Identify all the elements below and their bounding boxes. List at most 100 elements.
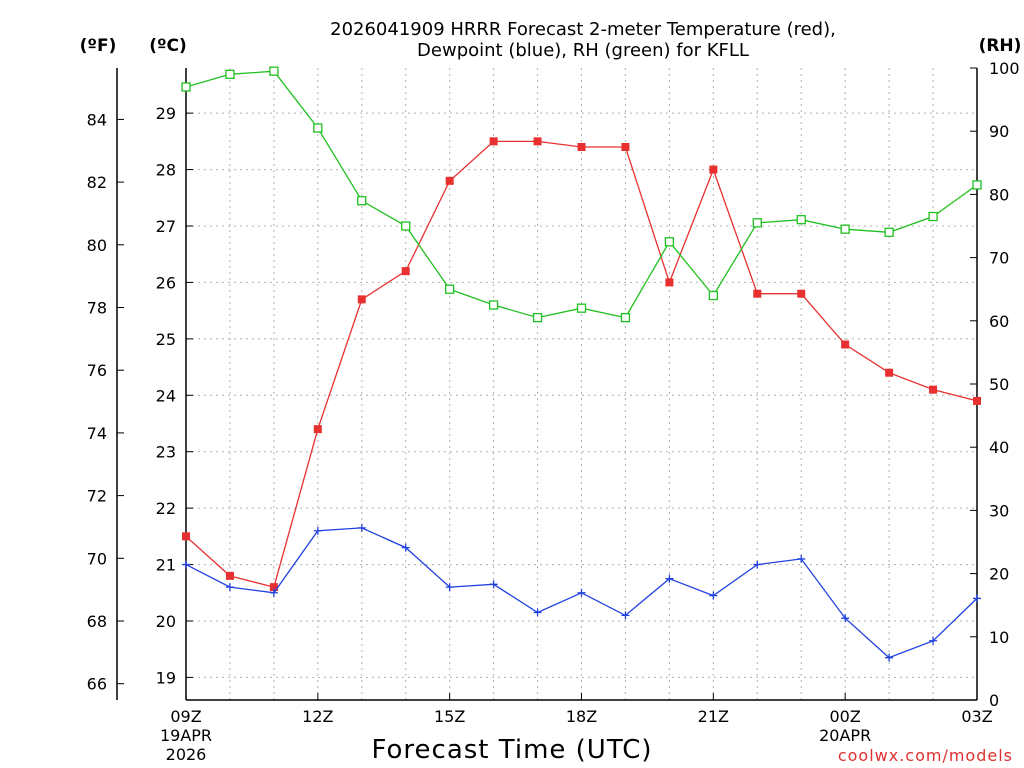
dewpoint-point [709, 591, 718, 600]
celsius-tick-label: 22 [156, 499, 176, 518]
fahrenheit-unit-label: (ºF) [80, 36, 117, 56]
temperature-point [269, 583, 278, 592]
dewpoint-point [225, 583, 234, 592]
fahrenheit-tick-label: 72 [87, 487, 107, 506]
rh-point [401, 221, 411, 231]
celsius-tick-label: 20 [156, 612, 176, 631]
x-tick-year-label: 2026 [166, 745, 207, 764]
dewpoint-point [973, 594, 981, 603]
temperature-point [753, 289, 762, 298]
rh-point [928, 211, 938, 222]
rh-tick-label: 100 [989, 59, 1020, 78]
rh-tick-label: 90 [989, 122, 1009, 141]
fahrenheit-tick-label: 68 [87, 612, 107, 631]
rh-point [796, 215, 806, 225]
temperature-point [489, 137, 498, 146]
rh-point [225, 69, 235, 79]
rh-unit-label: (RH) [979, 36, 1022, 56]
x-tick-label: 09Z [170, 707, 201, 726]
celsius-tick-label: 21 [156, 556, 176, 575]
tick-labels: 19 20 21 22 23 24 25 26 27 28 29 66 68 70 72 74 76 78 80 82… [87, 59, 1020, 764]
x-tick-date-label: 20APR [819, 726, 871, 745]
rh-point [445, 284, 455, 294]
temperature-point [401, 267, 410, 276]
temperature-point [533, 137, 542, 146]
dewpoint-point [841, 614, 850, 623]
fahrenheit-tick-label: 80 [87, 236, 107, 255]
rh-point [972, 180, 982, 190]
rh-point [708, 290, 718, 301]
rh-point [840, 224, 850, 234]
fahrenheit-tick-label: 74 [87, 424, 107, 443]
rh-tick-label: 80 [989, 185, 1009, 204]
dewpoint-point [885, 653, 894, 662]
dewpoint-point [753, 560, 762, 569]
rh-point [269, 66, 279, 76]
dewpoint-point [401, 543, 410, 552]
fahrenheit-tick-label: 70 [87, 549, 107, 568]
dewpoint-point [621, 611, 630, 620]
temperature-point [841, 340, 850, 349]
chart-title-line1: 2026041909 HRRR Forecast 2-meter Tempera… [330, 19, 836, 40]
rh-tick-label: 70 [989, 249, 1009, 268]
x-tick-date-label: 19APR [160, 726, 212, 745]
rh-point [313, 123, 323, 133]
rh-tick-label: 60 [989, 312, 1009, 331]
axes [116, 67, 978, 701]
x-tick-label: 12Z [302, 707, 333, 726]
rh-tick-label: 0 [989, 691, 999, 710]
rh-point [576, 303, 587, 313]
temperature-point [225, 571, 234, 580]
temperature-point [577, 143, 586, 151]
chart-title-line2: Dewpoint (blue), RH (green) for KFLL [417, 40, 749, 61]
temperature-point [357, 295, 366, 304]
temperature-line [185, 140, 978, 588]
temperature-point [621, 143, 630, 151]
rh-point [664, 237, 675, 247]
rh-point [532, 312, 543, 323]
fahrenheit-tick-label: 82 [87, 173, 107, 192]
fahrenheit-tick-label: 76 [87, 361, 107, 380]
rh-tick-label: 40 [989, 438, 1009, 457]
rh-point [181, 82, 191, 92]
temperature-point [797, 289, 806, 298]
temperature-point [313, 425, 322, 434]
temperature-point [885, 368, 894, 377]
dewpoint-point [577, 588, 586, 597]
grid-lines [186, 68, 977, 700]
dewpoint-point [489, 580, 498, 589]
dewpoint-point [313, 526, 322, 535]
rh-point [488, 300, 499, 310]
x-tick-label: 00Z [830, 707, 861, 726]
celsius-tick-label: 27 [156, 217, 176, 236]
dewpoint-point [357, 523, 366, 532]
x-axis-title: Forecast Time (UTC) [371, 735, 652, 765]
x-tick-label: 03Z [961, 707, 992, 726]
dewpoint-point [797, 554, 806, 563]
celsius-tick-label: 24 [156, 386, 176, 405]
rh-tick-label: 30 [989, 501, 1009, 520]
temperature-point [973, 396, 981, 405]
dewpoint-point [929, 636, 938, 645]
celsius-unit-label: (ºC) [149, 36, 187, 56]
rh-point [620, 312, 631, 323]
dewpoint-point [445, 583, 454, 592]
rh-tick-label: 50 [989, 375, 1009, 394]
credit-label: coolwx.com/models [838, 746, 1013, 765]
dewpoint-point [269, 588, 278, 597]
fahrenheit-tick-label: 78 [87, 299, 107, 318]
x-tick-label: 21Z [698, 707, 729, 726]
x-tick-label: 18Z [566, 707, 597, 726]
fahrenheit-tick-label: 84 [87, 110, 107, 129]
rh-point [752, 218, 762, 228]
temperature-point [929, 385, 938, 394]
dewpoint-point [182, 560, 190, 569]
celsius-tick-label: 23 [156, 443, 176, 462]
dewpoint-point [533, 608, 542, 617]
celsius-tick-label: 25 [156, 330, 176, 349]
celsius-tick-label: 19 [156, 668, 176, 687]
dewpoint-point [665, 574, 674, 583]
celsius-tick-label: 29 [156, 104, 176, 123]
x-tick-label: 15Z [434, 707, 465, 726]
